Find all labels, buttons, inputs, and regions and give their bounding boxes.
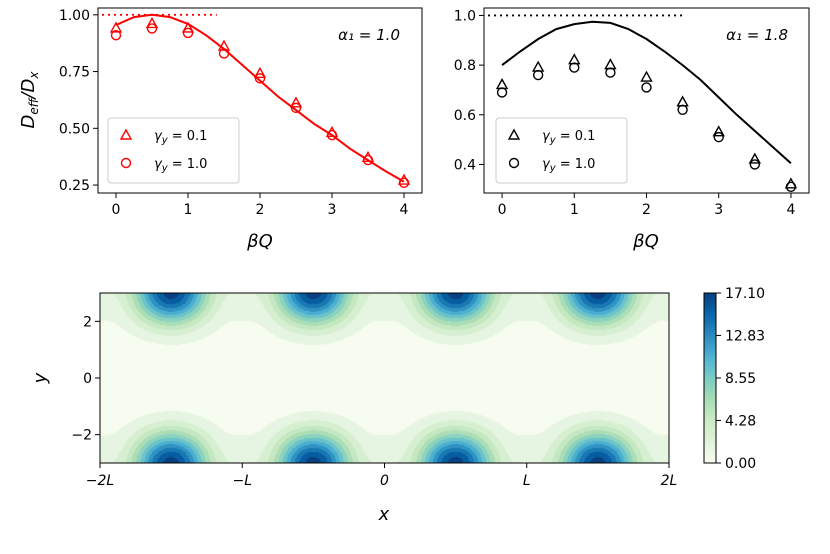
x-tick-label: −2L (86, 473, 114, 489)
x-tick-label: 0 (380, 473, 389, 489)
legend-label-0: γy = 0.1 (542, 129, 595, 146)
x-tick-label: 0 (498, 202, 507, 218)
y-axis-label: y (30, 372, 51, 384)
panel-heatmap: −2L −L 0 L 2L −2 0 2 x y (30, 292, 678, 525)
legend-circle-marker (508, 157, 520, 169)
circle-marker (290, 102, 302, 114)
circle-marker (569, 62, 580, 73)
x-tick-label: 2L (661, 473, 678, 489)
y-tick-label: 0.25 (59, 178, 90, 194)
circle-marker (713, 131, 724, 143)
triangle-marker (712, 125, 725, 137)
circle-marker (785, 181, 797, 192)
colorbar-tick-label: 12.83 (725, 328, 765, 344)
x-tick-label: 2 (642, 202, 651, 218)
x-tick-label: 2 (256, 202, 265, 218)
legend-label-1: γy = 1.0 (542, 157, 595, 174)
triangle-marker (145, 16, 159, 29)
triangle-marker (217, 39, 231, 51)
x-tick-label: 0 (112, 202, 121, 218)
triangle-marker (181, 21, 195, 33)
x-axis-label: x (378, 504, 390, 525)
legend-label-1: γy = 1.0 (154, 157, 207, 174)
circle-marker (146, 23, 158, 34)
circle-marker (496, 87, 508, 98)
circle-marker (398, 177, 410, 188)
colorbar-gradient (704, 293, 716, 463)
y-axis-label: Deff/Dx (18, 71, 41, 129)
x-tick-label: L (523, 473, 531, 489)
circle-marker (605, 67, 616, 78)
circle-marker (110, 30, 122, 41)
heatmap-image (100, 293, 669, 463)
circle-marker (749, 159, 761, 170)
y-tick-label: 0.6 (454, 108, 476, 124)
annotation-alpha: α₁ = 1.0 (338, 26, 400, 44)
legend-triangle-marker (119, 128, 133, 140)
colorbar-tick-label: 0.00 (725, 456, 756, 472)
colorbar: 0.00 4.28 8.55 12.83 17.10 (703, 286, 765, 472)
x-tick-label: −L (232, 473, 252, 489)
circle-marker (182, 27, 194, 39)
y-tick-label: 0.50 (59, 121, 90, 137)
legend-box (495, 117, 628, 184)
legend-triangle-marker (507, 128, 521, 140)
x-tick-label: 4 (786, 202, 795, 218)
panel-top-right: 0 1 2 3 4 0.4 0.6 0.8 1.0 α₁ = 1.8 βQ γy = 0.1 γ… (454, 7, 810, 252)
legend-label-0: γy = 0.1 (154, 129, 207, 146)
x-axis-label: βQ (246, 231, 273, 252)
circle-marker (362, 154, 374, 166)
x-tick-label: 1 (184, 202, 193, 218)
circle-marker (532, 69, 544, 81)
triangle-marker (748, 152, 762, 164)
panel-top-left: 0 1 2 3 4 0.25 0.50 0.75 1.00 α₁ = 1.0 Deff/Dx β… (18, 7, 423, 252)
triangle-marker (289, 96, 303, 108)
theory-curve (115, 13, 405, 183)
annotation-alpha: α₁ = 1.8 (726, 26, 788, 44)
y-tick-label: 0.8 (454, 58, 476, 74)
triangle-marker (109, 21, 123, 33)
colorbar-tick-label: 8.55 (725, 371, 756, 387)
y-tick-label: 1.0 (454, 8, 476, 24)
y-tick-label: 0.75 (59, 65, 90, 81)
y-tick-label: 0.4 (454, 157, 476, 173)
colorbar-tick-label: 4.28 (725, 413, 756, 429)
legend-circle-marker (120, 157, 132, 169)
x-tick-label: 3 (328, 202, 337, 218)
legend: γy = 0.1 γy = 1.0 (495, 117, 628, 184)
theory-curve (501, 20, 792, 164)
circle-marker (254, 73, 266, 84)
y-tick-label: 0 (83, 371, 92, 387)
colorbar-tick-label: 17.10 (725, 286, 765, 302)
y-tick-label: 2 (83, 314, 92, 330)
circle-marker (326, 129, 338, 141)
legend-box (107, 117, 240, 184)
circle-marker (218, 48, 230, 59)
x-tick-label: 4 (400, 202, 409, 218)
x-tick-label: 3 (714, 202, 723, 218)
triangle-marker (253, 66, 267, 79)
x-tick-label: 1 (570, 202, 579, 218)
x-axis-label: βQ (632, 231, 659, 252)
circle-marker (677, 104, 688, 116)
y-tick-label: −2 (71, 428, 92, 444)
legend: γy = 0.1 γy = 1.0 (107, 117, 240, 184)
triangle-marker (640, 70, 653, 82)
circle-marker (641, 82, 652, 93)
y-tick-label: 1.00 (59, 8, 90, 24)
